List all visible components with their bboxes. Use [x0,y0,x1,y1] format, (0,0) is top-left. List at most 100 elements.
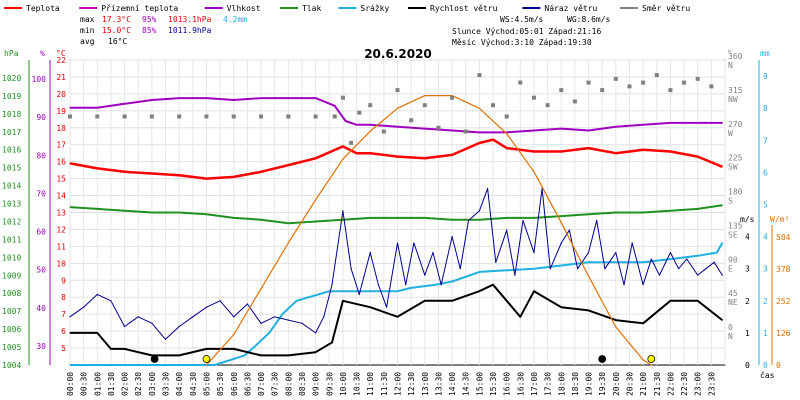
series-5-point-32 [440,284,442,286]
series-line-3 [70,242,724,366]
series-layer [68,73,724,366]
time-tick-25: 12:30 [407,372,416,396]
time-tick-28: 14:00 [448,372,457,396]
series-4-point-17 [478,290,480,292]
series-3-point-4 [254,345,257,347]
series-2-point-6 [233,217,235,219]
time-tick-9: 04:30 [189,372,198,396]
time-tick-36: 18:00 [557,372,566,396]
series-5-point-26 [385,306,388,308]
series-5-point-35 [467,219,470,222]
series-5-point-4 [123,325,126,328]
series-2-point-4 [178,211,180,214]
direction-point-0 [68,114,72,119]
series-4-point-1 [96,332,98,334]
series-6-point-10 [478,107,480,109]
hum-tick-4: 70 [36,189,46,198]
press-tick-14: 1018 [2,110,21,119]
series-4-point-28 [721,319,723,321]
dir-tick-3: 135 [728,221,743,230]
series-4-point-12 [342,300,344,302]
direction-point-12 [349,140,354,145]
direction-point-16 [395,88,400,93]
series-2-point-3 [151,211,153,214]
series-4-point-5 [178,354,180,356]
series-0-point-11 [355,152,358,154]
series-4-point-25 [642,322,644,324]
series-4-point-2 [110,348,112,350]
stat-min-label: min [80,26,95,35]
series-0-point-0 [69,162,71,164]
series-1-point-17 [478,131,480,134]
mm-tick-4: 4 [763,233,768,242]
series-1-point-21 [587,129,590,132]
unit-pct: % [40,49,45,58]
time-tick-8: 04:00 [175,372,184,396]
dir-tick-8: 360 [728,52,743,61]
time-tick-19: 09:30 [325,372,334,396]
press-tick-3: 1007 [2,307,21,316]
series-1-point-25 [697,122,699,124]
series-0-point-4 [178,174,180,176]
series-1-point-20 [560,128,562,130]
hum-tick-7: 100 [32,75,47,84]
time-tick-22: 11:00 [366,372,375,396]
dir-tick-label-0: N [728,332,733,341]
legend-label-5: Rychlost větru [430,4,498,13]
direction-point-10 [332,114,337,119]
stat-avg-label: avg [80,37,95,46]
series-1-point-9 [315,97,317,99]
rad-tick-1: 126 [776,329,791,338]
direction-point-6 [231,114,236,119]
legend-label-1: Přízemní teplota [101,4,178,13]
series-3-point-0 [69,364,71,366]
series-5-point-17 [301,322,303,324]
series-5-point-19 [323,316,325,318]
marker-sunrise [202,355,211,363]
direction-point-2 [122,114,127,119]
series-5-point-23 [358,293,360,295]
direction-point-15 [381,129,386,134]
series-1-point-11 [345,120,347,122]
ms-tick-2: 2 [745,297,750,306]
direction-point-8 [286,114,291,119]
unit-wm2: W/m² [770,215,789,224]
series-0-point-23 [642,149,644,151]
series-3-point-19 [587,261,590,263]
time-tick-27: 13:30 [434,372,443,396]
series-4-point-4 [151,354,153,356]
series-4-point-6 [205,348,208,350]
series-5-point-1 [83,306,85,308]
press-tick-6: 1010 [2,253,21,262]
series-3-point-25 [721,242,723,244]
mm-tick-2: 2 [763,297,768,306]
temp-tick-1: 6 [61,327,66,336]
series-4-point-3 [123,348,126,350]
time-tick-37: 18:30 [571,372,580,396]
dir-tick-1: 45 [728,289,738,298]
series-0-point-15 [451,154,453,156]
direction-point-39 [709,84,714,89]
series-3-point-22 [669,258,672,260]
temp-tick-12: 17 [56,141,66,150]
direction-point-37 [682,80,687,85]
mm-tick-8: 8 [763,104,768,113]
series-2-point-15 [478,219,480,221]
legend-label-2: Vlhkost [227,4,261,13]
time-tick-17: 08:30 [298,372,307,396]
temp-tick-10: 15 [56,175,66,184]
stat-avg-temp: 16°C [108,37,127,46]
unit-degc: °C [56,49,66,58]
dir-tick-0: 0 [728,323,733,332]
series-3-point-12 [369,290,371,292]
time-tick-31: 15:30 [489,372,498,396]
time-tick-20: 10:00 [339,372,348,396]
time-tick-23: 11:30 [380,372,389,396]
dir-tick-6: 270 [728,120,743,129]
series-5-point-53 [631,242,633,244]
direction-point-25 [518,80,523,85]
time-tick-30: 15:00 [475,372,484,396]
series-0-point-26 [721,166,723,168]
series-0-point-16 [478,142,480,144]
